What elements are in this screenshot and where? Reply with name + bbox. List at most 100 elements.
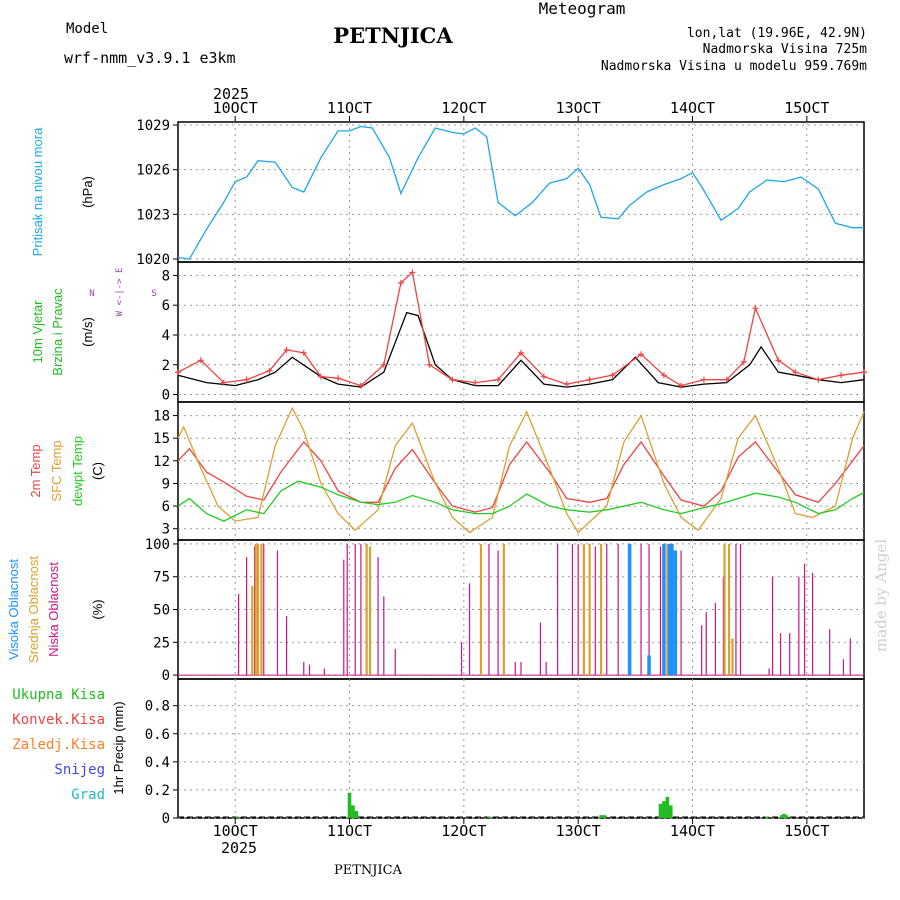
gust-marker (175, 369, 181, 376)
precip-bar (784, 815, 789, 818)
gust-marker (283, 346, 290, 353)
precip-bar (779, 815, 784, 818)
footer-station: PETNJICA (334, 863, 403, 878)
gust-marker (266, 367, 273, 374)
gust-marker (678, 382, 685, 389)
coordinates: lon,lat (19.96E, 42.9N) (687, 26, 867, 41)
ytick-label-temperature: 15 (153, 431, 170, 447)
gust-marker (220, 379, 227, 386)
gust-marker (838, 372, 845, 379)
ytick-label-temperature: 18 (153, 409, 170, 425)
ylabel-temperature-0: 2m Temp (28, 444, 43, 497)
ytick-label-clouds: 75 (153, 570, 170, 586)
ytick-label-precip: 0.8 (145, 699, 170, 715)
product-title: Meteogram (539, 0, 626, 18)
gust-marker (792, 369, 799, 376)
panel-frame-precip (177, 678, 865, 819)
year-label-top: 2025 (213, 85, 249, 103)
ytick-label-temperature: 9 (162, 476, 170, 492)
gust-marker (660, 372, 667, 379)
series-temperature-0 (177, 440, 865, 513)
ylabel-temperature-2: dewpt Temp (70, 436, 85, 506)
ytick-label-clouds: 50 (153, 603, 170, 619)
credit: made by Angel (872, 539, 890, 652)
gust-marker (426, 361, 433, 368)
ytick-label-clouds: 25 (153, 635, 170, 651)
ytick-label-precip: 0 (162, 811, 170, 827)
wind-compass-n: N (89, 289, 94, 299)
ytick-label-wind: 8 (162, 268, 170, 284)
time-label-bottom: 15OCT (784, 822, 829, 840)
year-label-bottom: 2025 (221, 839, 257, 857)
ylabel-wind-2: (m/s) (80, 317, 95, 347)
panel-frame-wind (177, 261, 865, 403)
panels: 1029 1026 1023 1020 Pritisak na nivou mora (h… (6, 99, 867, 840)
gust-marker (861, 369, 867, 376)
wind-compass-s: S (151, 289, 156, 299)
time-label-top: 13OCT (556, 99, 601, 117)
ytick-label-precip: 0.6 (145, 727, 170, 743)
ylabel-wind-0: 10m Vjetar (30, 300, 45, 364)
series-temperature-2 (177, 480, 865, 522)
time-label-top: 11OCT (327, 99, 372, 117)
gust-marker (752, 305, 759, 312)
precip-bar (782, 813, 786, 818)
gust-marker (609, 372, 616, 379)
ytick-label-pressure: 1026 (136, 163, 170, 179)
precip-bar (602, 815, 607, 818)
gust-marker (518, 349, 524, 356)
gust-marker (815, 376, 822, 383)
series-pressure-0 (177, 125, 864, 260)
ytick-label-temperature: 12 (153, 454, 170, 470)
ytick-label-wind: 2 (162, 358, 170, 374)
ylabel-temperature-1: SFC Temp (49, 440, 64, 501)
time-label-top: 14OCT (670, 99, 715, 117)
precip-legend-4: Grad (71, 787, 105, 803)
gust-marker (723, 376, 730, 383)
precip-bar (354, 810, 359, 818)
ylabel-clouds-1: Srednja Oblacnost (26, 556, 41, 663)
gust-marker (586, 376, 593, 383)
model-name: wrf-nmm_v3.9.1 e3km (64, 49, 236, 67)
series-wind-1 (177, 271, 865, 387)
precip-legend-3: Snijeg (54, 762, 105, 778)
precip-bar (351, 805, 355, 818)
precip-bar (235, 816, 240, 818)
precip-legend-1: Konvek.Kisa (12, 712, 105, 728)
time-label-bottom: 11OCT (327, 822, 372, 840)
gust-marker (495, 376, 502, 383)
model-elevation: Nadmorska Visina u modelu 959.769m (601, 59, 867, 74)
time-label-bottom: 14OCT (670, 822, 715, 840)
precip-bar (668, 805, 673, 818)
gust-marker (335, 375, 342, 382)
time-label-top: 12OCT (441, 99, 486, 117)
time-label-top: 15OCT (784, 99, 829, 117)
ylabel-wind-1: Brzina i Pravac (50, 288, 65, 376)
gust-marker (700, 376, 707, 383)
wind-compass: W <-|-> E (115, 268, 125, 317)
precip-bar (658, 803, 663, 818)
gust-marker (197, 357, 204, 364)
time-label-bottom: 12OCT (441, 822, 486, 840)
precip-bar (347, 792, 352, 818)
ylabel-precip: 1hr Precip (mm) (111, 701, 126, 794)
precip-legend-2: Zaledj.Kisa (12, 737, 105, 753)
gust-marker (380, 361, 387, 368)
ytick-label-wind: 0 (162, 388, 170, 404)
gust-marker (317, 373, 324, 380)
gust-marker (740, 358, 747, 365)
gust-marker (775, 357, 782, 364)
time-label-bottom: 13OCT (556, 822, 601, 840)
ytick-label-pressure: 1023 (136, 207, 170, 223)
precip-bar (665, 796, 670, 818)
ytick-label-pressure: 1020 (136, 252, 170, 268)
precip-bar (599, 815, 603, 818)
ytick-label-wind: 6 (162, 298, 170, 314)
ylabel-clouds-3: (%) (90, 599, 105, 619)
gust-marker (243, 376, 250, 383)
gust-marker (409, 269, 416, 276)
ytick-label-precip: 0.4 (145, 755, 170, 771)
gust-marker (300, 349, 307, 356)
gust-marker (563, 381, 570, 388)
